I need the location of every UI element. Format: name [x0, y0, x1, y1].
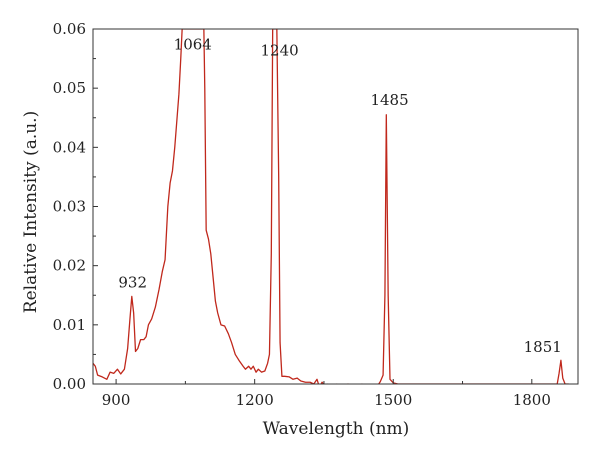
x-tick-label-1: 1200: [236, 391, 274, 409]
peak-label-3: 1485: [370, 91, 408, 109]
spectrum-line-0: [93, 29, 569, 384]
peak-label-0: 932: [118, 273, 147, 291]
plot-area: [93, 29, 569, 384]
x-tick-label-3: 1800: [513, 391, 551, 409]
plot-frame: [92, 28, 579, 385]
y-tick-label-3: 0.03: [53, 198, 86, 216]
x-tick-label-0: 900: [102, 391, 131, 409]
x-axis-title: Wavelength (nm): [263, 419, 410, 439]
y-tick-label-2: 0.02: [53, 257, 86, 275]
peak-annotations: 932 1064 1240 1485 1851: [118, 36, 561, 356]
axes: 900 1200 1500 1800 0.00 0.01 0.02 0.03 0.04 0.05 0…: [53, 20, 579, 409]
y-tick-label-4: 0.04: [53, 138, 86, 156]
x-tick-label-2: 1500: [374, 391, 412, 409]
y-axis-title: Relative Intensity (a.u.): [21, 111, 41, 313]
y-tick-label-6: 0.06: [53, 20, 86, 38]
y-tick-label-5: 0.05: [53, 79, 86, 97]
peak-label-1: 1064: [174, 36, 212, 54]
peak-label-4: 1851: [524, 338, 562, 356]
y-tick-label-1: 0.01: [53, 316, 86, 334]
y-tick-label-0: 0.00: [53, 375, 86, 393]
peak-label-2: 1240: [261, 42, 299, 60]
